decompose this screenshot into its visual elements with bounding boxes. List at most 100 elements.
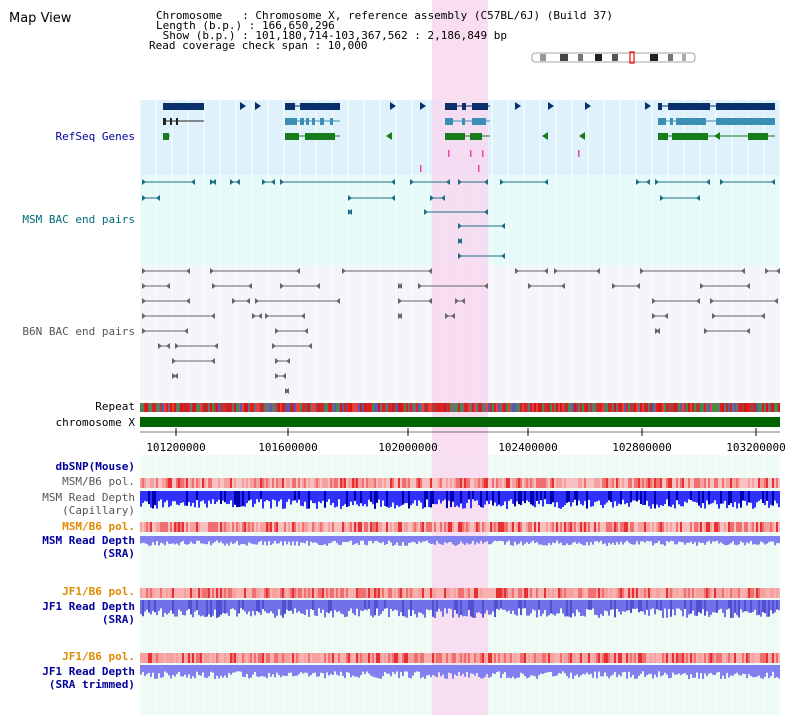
polymorphism-cell — [362, 478, 364, 488]
gene-arrow — [585, 102, 591, 110]
polymorphism-cell — [470, 588, 472, 598]
repeat-segment — [598, 403, 600, 412]
track-label-msm-b6-pol-2[interactable]: MSM/B6 pol. — [62, 520, 135, 533]
b6n-bac-pair-end — [280, 283, 284, 289]
read-depth-bar — [646, 665, 648, 676]
track-label-msm-read-depth-capillary[interactable]: MSM Read Depth — [42, 491, 135, 504]
polymorphism-cell — [474, 653, 476, 663]
polymorphism-cell — [734, 653, 736, 663]
read-depth-bar — [298, 491, 300, 500]
read-depth-bar — [596, 665, 598, 679]
read-depth-bar — [732, 600, 734, 618]
repeat-segment — [324, 403, 326, 412]
polymorphism-cell — [570, 522, 572, 532]
msm-bac-pair-end — [391, 179, 395, 185]
read-depth-bar — [294, 665, 296, 676]
read-depth-bar — [560, 491, 562, 509]
repeat-segment — [542, 403, 544, 412]
polymorphism-cell — [506, 653, 508, 663]
polymorphism-cell — [596, 522, 598, 532]
read-depth-bar — [762, 536, 764, 543]
read-depth-bar — [196, 600, 198, 611]
read-depth-bar — [350, 491, 352, 502]
track-label-jf1-b6-pol-1[interactable]: JF1/B6 pol. — [62, 585, 135, 598]
polymorphism-cell — [606, 588, 608, 598]
read-depth-bar — [776, 536, 778, 544]
repeat-segment — [630, 403, 632, 412]
polymorphism-cell — [456, 588, 458, 598]
track-label-jf1-read-depth-trimmed[interactable]: JF1 Read Depth — [42, 665, 135, 678]
read-depth-bar — [760, 665, 762, 679]
track-label-refseq-genes[interactable]: RefSeq Genes — [55, 130, 135, 143]
polymorphism-cell — [426, 522, 428, 532]
track-label-jf1-b6-pol-2[interactable]: JF1/B6 pol. — [62, 650, 135, 663]
read-depth-bar — [164, 600, 166, 613]
read-depth-bar — [502, 600, 504, 610]
read-depth-bar — [536, 600, 538, 618]
polymorphism-cell — [404, 478, 406, 488]
read-depth-bar — [700, 536, 702, 544]
read-depth-bar — [678, 665, 680, 674]
polymorphism-cell — [188, 478, 190, 488]
track-label-b6n-bac-end-pairs[interactable]: B6N BAC end pairs — [22, 325, 135, 338]
read-depth-bar — [638, 600, 640, 613]
gene-exon — [285, 118, 297, 125]
polymorphism-cell — [272, 588, 274, 598]
polymorphism-cell — [732, 478, 734, 488]
read-depth-bar — [576, 600, 578, 610]
read-depth-bar — [512, 600, 514, 611]
read-depth-bar — [370, 665, 372, 676]
polymorphism-cell — [348, 588, 350, 598]
repeat-segment — [694, 403, 696, 412]
polymorphism-cell — [424, 653, 426, 663]
read-depth-bar — [382, 491, 384, 501]
polymorphism-cell — [648, 522, 650, 532]
polymorphism-cell — [474, 478, 476, 488]
repeat-segment — [446, 403, 448, 412]
read-depth-bar — [152, 600, 154, 611]
repeat-segment — [586, 403, 588, 412]
read-depth-bar — [720, 536, 722, 543]
repeat-segment — [338, 403, 340, 412]
polymorphism-cell — [400, 588, 402, 598]
track-label-msm-b6-pol-1[interactable]: MSM/B6 pol. — [62, 475, 135, 488]
track-label-dbsnp[interactable]: dbSNP(Mouse) — [55, 460, 135, 473]
repeat-segment — [214, 403, 216, 412]
polymorphism-cell — [576, 588, 578, 598]
polymorphism-cell — [444, 653, 446, 663]
read-depth-bar — [440, 536, 442, 545]
polymorphism-cell — [770, 588, 772, 598]
repeat-segment — [760, 403, 762, 412]
polymorphism-cell — [590, 478, 592, 488]
polymorphism-cell — [204, 653, 206, 663]
track-label-msm-read-depth-sra[interactable]: MSM Read Depth — [42, 534, 135, 547]
repeat-segment — [404, 403, 406, 412]
polymorphism-cell — [362, 653, 364, 663]
read-depth-bar — [370, 600, 372, 616]
read-depth-bar — [304, 536, 306, 544]
msm-bac-pair-end — [391, 195, 395, 201]
polymorphism-cell — [660, 522, 662, 532]
read-depth-bar — [204, 665, 206, 678]
track-label-jf1-read-depth-sra[interactable]: JF1 Read Depth — [42, 600, 135, 613]
read-depth-bar — [464, 536, 466, 545]
read-depth-bar — [438, 491, 440, 500]
axis-tick-label: 101600000 — [258, 441, 318, 454]
polymorphism-cell — [572, 653, 574, 663]
repeat-segment — [250, 403, 252, 412]
read-depth-bar — [318, 665, 320, 677]
read-depth-bar — [686, 536, 688, 543]
read-depth-bar — [346, 665, 348, 673]
polymorphism-cell — [430, 653, 432, 663]
read-depth-bar — [478, 536, 480, 544]
polymorphism-cell — [736, 478, 738, 488]
track-label-msm-bac-end-pairs[interactable]: MSM BAC end pairs — [22, 213, 135, 226]
polymorphism-cell — [748, 653, 750, 663]
read-depth-bar — [636, 600, 638, 609]
read-depth-bar — [702, 536, 704, 543]
read-depth-bar — [316, 491, 318, 509]
read-depth-bar — [714, 600, 716, 613]
polymorphism-cell — [394, 522, 396, 532]
read-depth-bar — [400, 536, 402, 546]
read-depth-bar — [506, 600, 508, 612]
